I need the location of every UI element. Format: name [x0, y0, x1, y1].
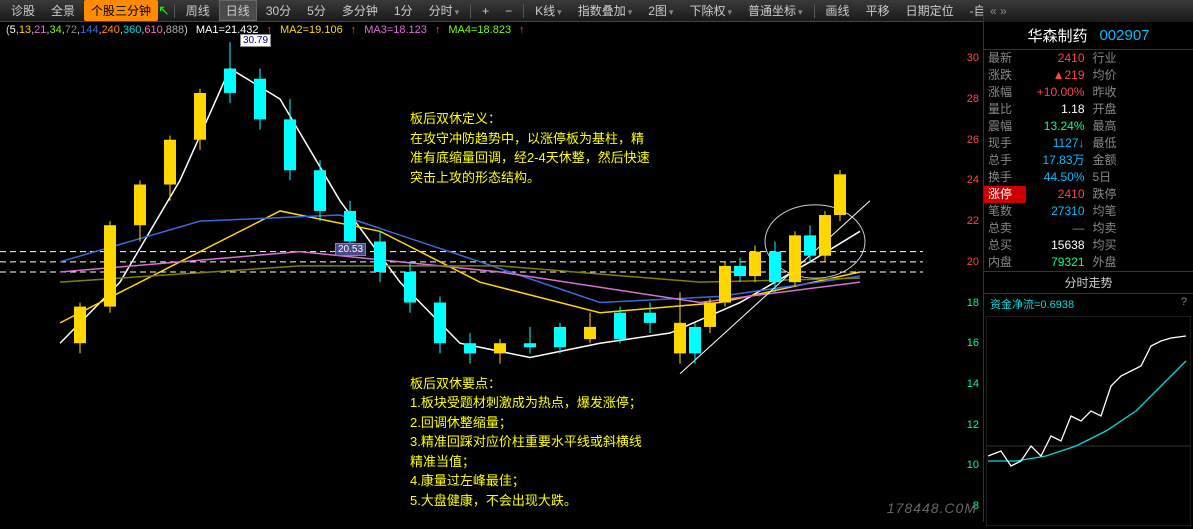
fund-flow-label: 资金净流=0.6938 ? — [984, 294, 1193, 314]
tf-5[interactable]: 5分 — [300, 0, 333, 21]
tab-gegu3min[interactable]: 个股三分钟 — [84, 0, 158, 21]
sidebar-nav[interactable]: « » — [984, 0, 1193, 22]
dd-chuquan[interactable]: 下除权 — [682, 0, 739, 21]
tf-1[interactable]: 1分 — [387, 0, 420, 21]
btn-pan[interactable]: 平移 — [859, 0, 897, 21]
stock-name: 华森制药 — [1027, 25, 1087, 46]
intraday-mini-chart[interactable] — [986, 316, 1191, 526]
up-arrow-icon: ↑ — [519, 24, 525, 36]
dd-tu2[interactable]: 2图 — [641, 0, 680, 21]
tf-zhou[interactable]: 周线 — [179, 0, 217, 21]
zoom-in-button[interactable]: + — [475, 2, 496, 20]
ma-indicator-bar: (5,13,21,34,72,144,240,360,610,888) MA1=… — [0, 22, 983, 38]
stock-sidebar: « » 华森制药 002907 最新2410行业涨跌▲219均价涨幅+10.00… — [983, 0, 1193, 522]
peak-price-label: 30.79 — [240, 34, 271, 47]
dd-kline[interactable]: K线 — [528, 0, 569, 21]
ma4-label: MA4=18.823 — [448, 24, 511, 36]
btn-draw[interactable]: 画线 — [819, 0, 857, 21]
watermark: 178448.C0M — [887, 500, 977, 516]
main-chart-panel: (5,13,21,34,72,144,240,360,610,888) MA1=… — [0, 22, 983, 522]
tf-ri[interactable]: 日线 — [219, 0, 257, 21]
annotation-keypoints: 板后双休要点： 1.板块受题材刺激成为热点，爆发涨停； 2.回调休整缩量； 3.… — [410, 374, 642, 511]
stock-code: 002907 — [1099, 27, 1149, 44]
zoom-out-button[interactable]: − — [498, 2, 519, 20]
dd-coord[interactable]: 普通坐标 — [741, 0, 810, 21]
kline-chart[interactable]: 30.79 20.53 板后双休定义： 在攻守冲防趋势中，以涨停板为基柱，精 准… — [0, 38, 953, 522]
btn-date[interactable]: 日期定位 — [899, 0, 961, 21]
ma2-label: MA2=19.106 — [280, 24, 343, 36]
tf-fenshi[interactable]: 分时 — [422, 0, 467, 21]
box-price-tag: 20.53 — [335, 243, 366, 256]
tab-zhengu[interactable]: 诊股 — [4, 0, 42, 21]
tf-30[interactable]: 30分 — [259, 0, 298, 21]
up-arrow-icon: ↑ — [351, 24, 357, 36]
tf-multi[interactable]: 多分钟 — [335, 0, 385, 21]
mini-chart-title: 分时走势 — [984, 271, 1193, 294]
y-axis: 30282624222018161412108 — [953, 38, 983, 522]
quote-grid: 最新2410行业涨跌▲219均价涨幅+10.00%昨收量比1.18开盘震幅13.… — [984, 50, 1193, 271]
ma3-label: MA3=18.123 — [364, 24, 427, 36]
ma-params: (5,13,21,34,72,144,240,360,610,888) — [6, 24, 188, 36]
help-icon[interactable]: ? — [1181, 296, 1187, 308]
tab-quanjing[interactable]: 全景 — [44, 0, 82, 21]
stock-header: 华森制药 002907 — [984, 22, 1193, 50]
annotation-definition: 板后双休定义： 在攻守冲防趋势中，以涨停板为基柱，精 准有底缩量回调，经2-4天… — [410, 109, 650, 187]
dd-overlay[interactable]: 指数叠加 — [571, 0, 640, 21]
cursor-icon: ↖ — [158, 2, 170, 19]
up-arrow-icon: ↑ — [435, 24, 441, 36]
